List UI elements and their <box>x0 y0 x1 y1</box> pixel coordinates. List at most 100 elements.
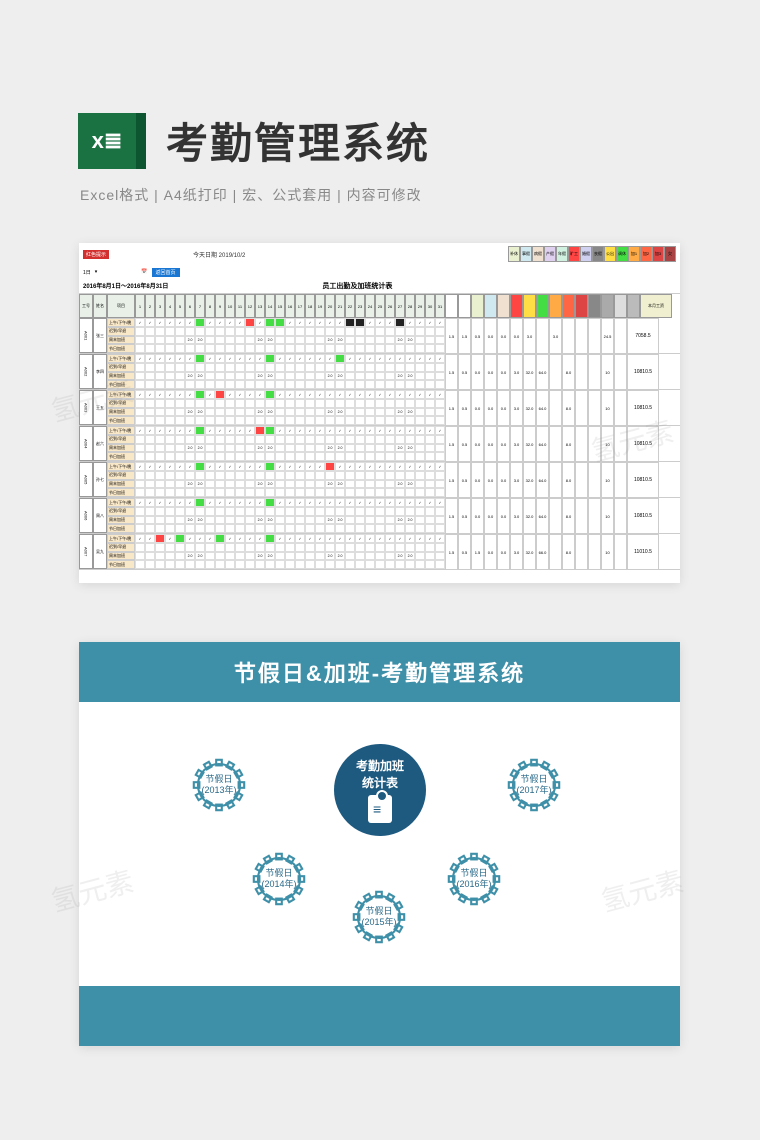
attendance-cell[interactable]: ✓ <box>285 462 295 471</box>
attendance-cell[interactable] <box>255 435 265 444</box>
attendance-cell[interactable]: 2.0 <box>335 408 345 417</box>
attendance-cell[interactable] <box>285 452 295 461</box>
attendance-cell[interactable] <box>205 344 215 353</box>
attendance-cell[interactable]: 2.0 <box>405 480 415 489</box>
attendance-cell[interactable] <box>305 363 315 372</box>
attendance-cell[interactable]: 2.0 <box>265 408 275 417</box>
attendance-cell[interactable] <box>135 344 145 353</box>
attendance-cell[interactable] <box>185 399 195 408</box>
attendance-cell[interactable] <box>275 507 285 516</box>
attendance-cell[interactable] <box>135 435 145 444</box>
attendance-cell[interactable]: 2.0 <box>325 480 335 489</box>
attendance-cell[interactable] <box>145 524 155 533</box>
attendance-cell[interactable]: ✓ <box>275 534 285 543</box>
attendance-cell[interactable] <box>305 552 315 561</box>
attendance-cell[interactable]: ✓ <box>425 318 435 327</box>
attendance-cell[interactable] <box>235 543 245 552</box>
attendance-cell[interactable] <box>165 507 175 516</box>
attendance-cell[interactable] <box>435 435 445 444</box>
attendance-cell[interactable] <box>185 452 195 461</box>
attendance-cell[interactable]: ✓ <box>365 462 375 471</box>
attendance-cell[interactable] <box>175 488 185 497</box>
attendance-cell[interactable] <box>235 507 245 516</box>
attendance-cell[interactable] <box>135 560 145 569</box>
attendance-cell[interactable] <box>185 488 195 497</box>
attendance-cell[interactable] <box>315 336 325 345</box>
attendance-cell[interactable] <box>145 516 155 525</box>
attendance-cell[interactable] <box>295 480 305 489</box>
attendance-cell[interactable]: ✓ <box>385 498 395 507</box>
attendance-cell[interactable]: ✓ <box>205 462 215 471</box>
attendance-cell[interactable] <box>345 552 355 561</box>
attendance-cell[interactable]: ✓ <box>205 426 215 435</box>
attendance-cell[interactable] <box>355 380 365 389</box>
attendance-cell[interactable]: ✓ <box>355 498 365 507</box>
attendance-cell[interactable] <box>215 534 225 543</box>
attendance-cell[interactable]: ✓ <box>245 354 255 363</box>
attendance-cell[interactable] <box>285 480 295 489</box>
attendance-cell[interactable]: ✓ <box>305 426 315 435</box>
attendance-cell[interactable]: ✓ <box>245 426 255 435</box>
attendance-cell[interactable] <box>345 408 355 417</box>
attendance-cell[interactable] <box>325 416 335 425</box>
attendance-cell[interactable] <box>225 471 235 480</box>
attendance-cell[interactable] <box>145 372 155 381</box>
attendance-cell[interactable]: ✓ <box>165 318 175 327</box>
attendance-cell[interactable] <box>225 327 235 336</box>
attendance-cell[interactable] <box>205 336 215 345</box>
attendance-cell[interactable]: ✓ <box>135 462 145 471</box>
attendance-cell[interactable] <box>425 471 435 480</box>
attendance-cell[interactable] <box>375 560 385 569</box>
attendance-cell[interactable] <box>135 399 145 408</box>
attendance-cell[interactable]: ✓ <box>275 426 285 435</box>
attendance-cell[interactable] <box>205 408 215 417</box>
attendance-cell[interactable] <box>195 363 205 372</box>
attendance-cell[interactable]: 2.0 <box>195 552 205 561</box>
attendance-cell[interactable]: ✓ <box>425 462 435 471</box>
attendance-cell[interactable] <box>225 399 235 408</box>
attendance-cell[interactable] <box>245 416 255 425</box>
attendance-cell[interactable]: 2.0 <box>395 516 405 525</box>
attendance-cell[interactable] <box>205 363 215 372</box>
attendance-cell[interactable] <box>205 444 215 453</box>
attendance-cell[interactable] <box>425 327 435 336</box>
attendance-cell[interactable]: ✓ <box>425 354 435 363</box>
attendance-cell[interactable] <box>405 416 415 425</box>
attendance-cell[interactable] <box>305 416 315 425</box>
attendance-cell[interactable] <box>235 452 245 461</box>
attendance-cell[interactable]: ✓ <box>435 498 445 507</box>
attendance-cell[interactable] <box>305 452 315 461</box>
attendance-cell[interactable] <box>355 552 365 561</box>
attendance-cell[interactable] <box>135 372 145 381</box>
attendance-cell[interactable] <box>315 444 325 453</box>
attendance-cell[interactable] <box>385 560 395 569</box>
attendance-cell[interactable] <box>325 462 335 471</box>
attendance-cell[interactable] <box>165 372 175 381</box>
attendance-cell[interactable] <box>435 408 445 417</box>
attendance-cell[interactable] <box>415 380 425 389</box>
attendance-cell[interactable]: ✓ <box>165 498 175 507</box>
attendance-cell[interactable] <box>395 452 405 461</box>
attendance-cell[interactable] <box>355 372 365 381</box>
attendance-cell[interactable]: 2.0 <box>195 408 205 417</box>
attendance-cell[interactable] <box>415 408 425 417</box>
attendance-cell[interactable] <box>245 336 255 345</box>
attendance-cell[interactable] <box>195 488 205 497</box>
attendance-cell[interactable] <box>335 452 345 461</box>
attendance-cell[interactable] <box>185 363 195 372</box>
attendance-cell[interactable] <box>375 524 385 533</box>
attendance-cell[interactable]: 2.0 <box>335 372 345 381</box>
attendance-cell[interactable] <box>145 543 155 552</box>
attendance-cell[interactable] <box>135 444 145 453</box>
attendance-cell[interactable] <box>155 543 165 552</box>
attendance-cell[interactable] <box>375 516 385 525</box>
attendance-cell[interactable]: ✓ <box>185 354 195 363</box>
attendance-cell[interactable] <box>145 480 155 489</box>
attendance-cell[interactable] <box>415 399 425 408</box>
attendance-cell[interactable]: ✓ <box>365 426 375 435</box>
attendance-cell[interactable] <box>165 444 175 453</box>
attendance-cell[interactable]: 2.0 <box>395 444 405 453</box>
attendance-cell[interactable] <box>365 444 375 453</box>
attendance-cell[interactable] <box>385 552 395 561</box>
attendance-cell[interactable] <box>405 399 415 408</box>
